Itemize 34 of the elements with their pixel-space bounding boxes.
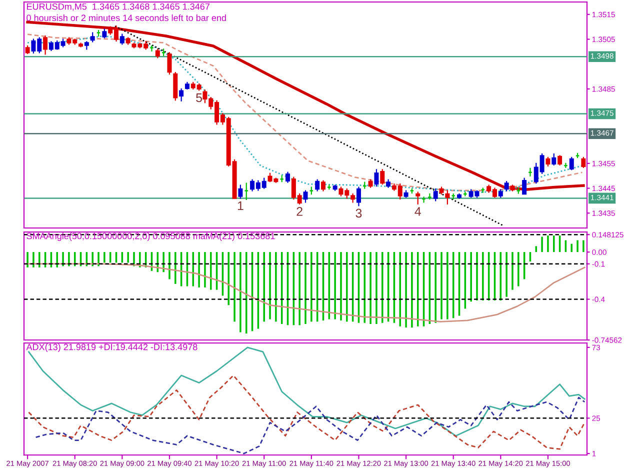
candlestick bbox=[445, 190, 450, 204]
line-series bbox=[26, 263, 586, 322]
candlestick bbox=[581, 156, 586, 168]
candlestick bbox=[558, 155, 562, 166]
candlestick bbox=[179, 88, 184, 102]
annotation: 3 bbox=[356, 208, 362, 218]
candlestick bbox=[504, 181, 509, 192]
candlestick bbox=[416, 192, 420, 204]
candlestick bbox=[286, 172, 290, 183]
candlestick bbox=[120, 34, 124, 45]
candlestick bbox=[320, 180, 326, 192]
candlestick bbox=[522, 178, 527, 195]
candlestick bbox=[380, 169, 385, 185]
line-series bbox=[28, 374, 586, 450]
candlestick bbox=[552, 153, 556, 166]
annotation: 1 bbox=[238, 201, 244, 210]
candlestick bbox=[433, 188, 438, 202]
candlestick bbox=[374, 169, 379, 187]
candlestick bbox=[356, 186, 361, 206]
candlestick bbox=[167, 52, 172, 75]
candlestick bbox=[303, 190, 308, 203]
annotation: 4 bbox=[414, 207, 421, 216]
candlestick bbox=[173, 72, 178, 101]
candlestick bbox=[569, 156, 574, 170]
annotation: 5 bbox=[196, 93, 202, 102]
chart-title: SMAAngle(50,0.15000000,2,0) 0.095088 maMA(21) 0.153681 bbox=[26, 232, 275, 241]
chart-title: EURUSDm,M5 1.3465 1.3468 1.3465 1.3467 bbox=[26, 3, 210, 11]
candlestick bbox=[238, 184, 243, 199]
text: 0 hoursish or 2 minutes 14 seconds left to bar end bbox=[26, 14, 226, 22]
candlestick bbox=[315, 179, 320, 192]
line-series bbox=[35, 396, 586, 454]
annotation: 2 bbox=[296, 207, 302, 216]
chart-title: ADX(13) 21.9819 +DI:19.4442 -DI:13.4978 bbox=[26, 344, 198, 352]
candlestick bbox=[43, 35, 48, 55]
